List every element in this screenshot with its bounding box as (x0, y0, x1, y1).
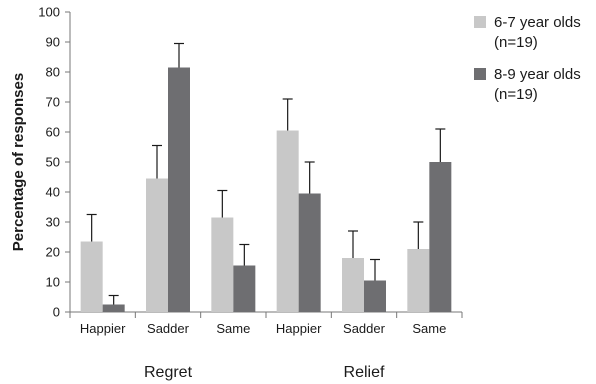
y-tick-label: 80 (46, 65, 60, 80)
axes (65, 11, 463, 318)
x-category-label: Happier (276, 321, 322, 336)
y-tick-label: 30 (46, 215, 60, 230)
y-tick-label: 50 (46, 155, 60, 170)
bar-6-7-3 (276, 130, 299, 312)
x-group-label: Regret (144, 364, 193, 381)
legend-label: (n=19) (494, 34, 538, 51)
legend-swatch (474, 16, 486, 28)
y-tick-label: 90 (46, 35, 60, 50)
bar-6-7-5 (407, 249, 430, 312)
x-category-label: Sadder (147, 321, 190, 336)
y-tick-label: 100 (38, 5, 60, 20)
x-category-label: Sadder (343, 321, 386, 336)
y-tick-label: 10 (46, 275, 60, 290)
x-category-label: Same (412, 321, 446, 336)
y-tick-label: 20 (46, 245, 60, 260)
bars (80, 42, 452, 312)
bar-6-7-1 (146, 178, 168, 312)
bar-6-7-2 (211, 217, 234, 312)
x-category-label: Happier (80, 321, 126, 336)
bar-8-9-1 (168, 67, 190, 312)
bar-8-9-2 (233, 265, 256, 312)
legend-label: (n=19) (494, 86, 538, 103)
y-axis-title: Percentage of responses (10, 73, 27, 251)
bar-8-9-4 (364, 280, 386, 312)
y-tick-label: 60 (46, 125, 60, 140)
y-tick-label: 40 (46, 185, 60, 200)
y-tick-label: 0 (53, 305, 60, 320)
bar-8-9-3 (298, 193, 321, 312)
bar-8-9-5 (429, 162, 452, 312)
x-category-label: Same (216, 321, 250, 336)
legend-label: 8-9 year olds (494, 66, 581, 83)
bar-8-9-0 (102, 304, 125, 312)
labels: 0 10 20 30 40 50 60 70 80 90 100 Happier Sadder Same H… (10, 5, 446, 382)
x-group-label: Relief (344, 364, 385, 381)
legend-swatch (474, 68, 486, 80)
y-tick-label: 70 (46, 95, 60, 110)
bar-6-7-4 (342, 258, 364, 312)
legend: 6-7 year olds (n=19) 8-9 year olds (n=19) (474, 14, 581, 103)
legend-label: 6-7 year olds (494, 14, 581, 31)
bar-6-7-0 (80, 241, 103, 312)
